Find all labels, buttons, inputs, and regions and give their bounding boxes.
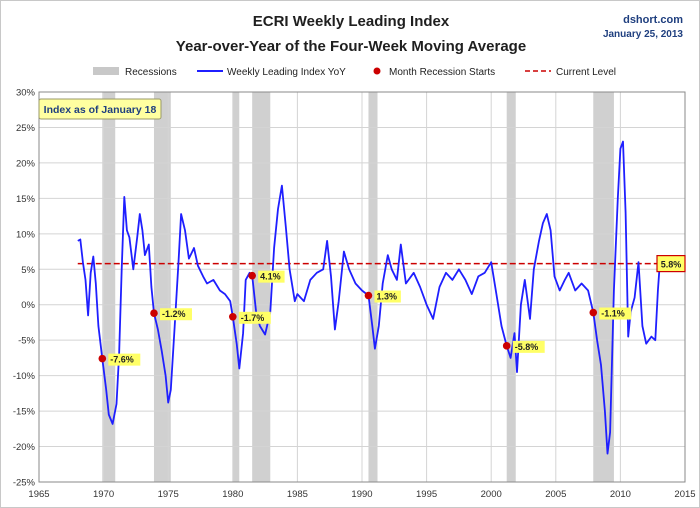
legend-swatch-recession-start — [373, 67, 381, 75]
legend-swatch-recessions — [93, 67, 119, 75]
chart-subtitle: Year-over-Year of the Four-Week Moving A… — [176, 38, 526, 55]
series-line-weekly-leading-index — [77, 140, 661, 455]
recession-start-label-0: -7.6% — [110, 355, 134, 365]
y-tick-label-2: 20% — [16, 158, 36, 169]
y-tick-label-6: 0% — [21, 300, 35, 311]
recession-start-label-4: 1.3% — [376, 292, 397, 302]
y-tick-label-1: 25% — [16, 123, 36, 134]
y-tick-label-11: -25% — [13, 478, 36, 489]
recession-start-marker-5 — [502, 342, 511, 350]
recession-start-marker-3 — [248, 271, 256, 280]
recession-start-label-bg-0 — [108, 353, 141, 366]
y-tick-label-9: -15% — [13, 407, 36, 418]
note-box: Index as of January 18 — [38, 98, 162, 120]
chart-title: ECRI Weekly Leading Index — [253, 13, 450, 30]
note-box-bg — [38, 98, 162, 120]
x-tick-label-4: 1985 — [287, 489, 308, 500]
x-tick-label-9: 2010 — [610, 489, 631, 500]
x-tick-label-2: 1975 — [158, 489, 179, 500]
y-tick-label-5: 5% — [21, 265, 35, 276]
x-tick-label-0: 1965 — [28, 489, 49, 500]
legend-label-recession-start: Month Recession Starts — [389, 67, 495, 78]
y-tick-label-3: 15% — [16, 194, 36, 205]
recession-start-label-2: -1.7% — [241, 313, 265, 323]
legend-label-current-level: Current Level — [556, 67, 616, 78]
plot-border — [38, 91, 686, 483]
recession-band-5 — [506, 92, 516, 482]
recession-start-marker-6 — [589, 308, 598, 317]
recession-start-label-3: 4.1% — [260, 272, 281, 282]
current-level-badge: 5.8% — [661, 260, 682, 270]
x-tick-label-3: 1980 — [222, 489, 243, 500]
legend: Recessions Weekly Leading Index YoY Mont… — [93, 67, 616, 78]
recession-band-3 — [252, 92, 271, 482]
recession-start-label-bg-3 — [258, 270, 285, 283]
current-level-badge-bg — [656, 255, 686, 273]
y-tick-label-7: -5% — [18, 336, 35, 347]
recession-start-label-bg-5 — [512, 340, 545, 353]
x-tick-label-10: 2015 — [674, 489, 695, 500]
y-tick-label-8: -10% — [13, 371, 36, 382]
x-tick-label-1: 1970 — [93, 489, 114, 500]
recession-band-6 — [593, 92, 614, 482]
recession-band-4 — [368, 92, 378, 482]
recession-start-label-bg-6 — [599, 307, 632, 320]
recession-start-label-bg-4 — [374, 290, 401, 303]
recession-start-label-5: -5.8% — [515, 342, 539, 352]
y-tick-label-10: -20% — [13, 442, 36, 453]
y-tick-label-0: 30% — [16, 88, 36, 99]
legend-label-recessions: Recessions — [125, 67, 177, 78]
legend-label-series: Weekly Leading Index YoY — [227, 67, 346, 78]
x-tick-label-6: 1995 — [416, 489, 437, 500]
recession-start-marker-4 — [364, 291, 373, 300]
source-date: January 25, 2013 — [603, 29, 683, 40]
x-tick-label-5: 1990 — [351, 489, 372, 500]
recession-start-marker-1 — [150, 309, 158, 318]
x-tick-label-8: 2005 — [545, 489, 566, 500]
x-tick-label-7: 2000 — [481, 489, 502, 500]
y-tick-label-4: 10% — [16, 229, 36, 240]
plot-area: 30%25%20%15%10%5%0%-5%-10%-15%-20%-25%19… — [13, 88, 696, 501]
recession-start-marker-2 — [229, 312, 237, 321]
note-box-text: Index as of January 18 — [44, 104, 157, 116]
recession-band-2 — [232, 92, 240, 482]
recession-start-marker-0 — [98, 354, 107, 363]
recession-start-label-bg-2 — [238, 311, 271, 324]
recession-start-label-bg-1 — [159, 308, 192, 321]
recession-start-label-6: -1.1% — [601, 309, 625, 319]
recession-start-label-1: -1.2% — [162, 309, 186, 319]
source-site: dshort.com — [623, 14, 683, 26]
